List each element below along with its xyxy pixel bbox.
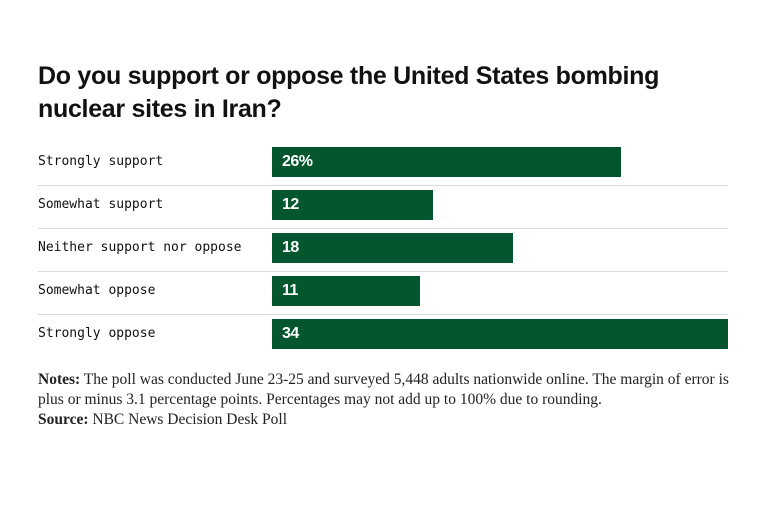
bar-row: Strongly support 26% — [38, 142, 728, 186]
notes: Notes: The poll was conducted June 23-25… — [38, 370, 738, 410]
bar-value-label: 11 — [282, 282, 298, 299]
bar-row: Somewhat support 12 — [38, 185, 728, 229]
bar-value-label: 18 — [282, 239, 299, 256]
source-label: Source: — [38, 411, 89, 428]
bar: 12 — [272, 190, 433, 220]
bar-row: Neither support nor oppose 18 — [38, 228, 728, 272]
bar: 26% — [272, 147, 621, 177]
bar: 11 — [272, 276, 420, 306]
source-text: NBC News Decision Desk Poll — [92, 411, 287, 428]
bar: 34 — [272, 319, 728, 349]
source: Source: NBC News Decision Desk Poll — [38, 410, 738, 430]
category-label: Neither support nor oppose — [38, 240, 242, 255]
bar-value-label: 34 — [282, 325, 299, 342]
bar: 18 — [272, 233, 513, 263]
category-label: Strongly oppose — [38, 326, 156, 341]
category-label: Strongly support — [38, 154, 164, 169]
notes-text: The poll was conducted June 23-25 and su… — [38, 371, 729, 408]
bar-value-label: 12 — [282, 196, 299, 213]
notes-label: Notes: — [38, 371, 81, 388]
bar-row: Somewhat oppose 11 — [38, 271, 728, 315]
chart-title: Do you support or oppose the United Stat… — [38, 62, 660, 123]
category-label: Somewhat oppose — [38, 283, 156, 298]
category-label: Somewhat support — [38, 197, 164, 212]
bar-row: Strongly oppose 34 — [38, 314, 728, 357]
bar-value-label: 26% — [282, 153, 313, 170]
